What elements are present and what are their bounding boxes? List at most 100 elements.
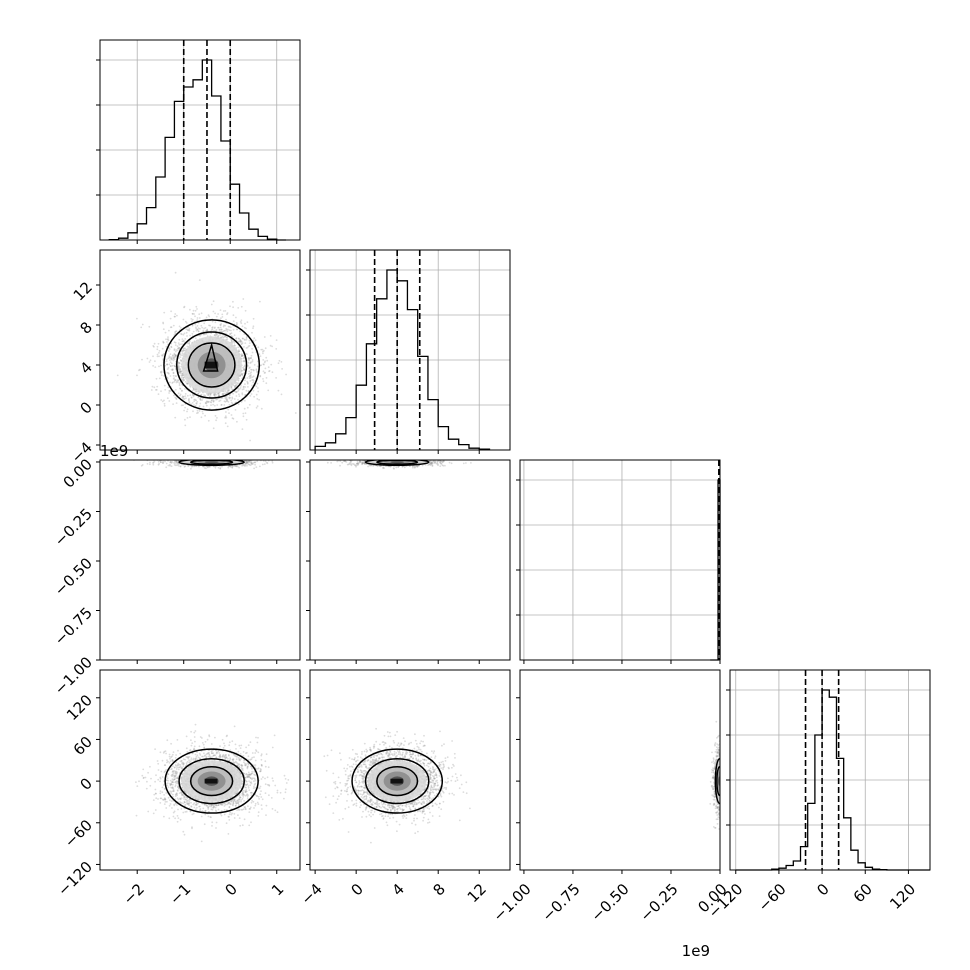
scatter-point	[207, 401, 210, 404]
scatter-point	[417, 457, 419, 459]
scatter-point	[246, 461, 248, 464]
scatter-point	[180, 374, 183, 377]
scatter-point	[247, 373, 250, 375]
scatter-point	[221, 457, 223, 459]
scatter-point	[215, 332, 217, 335]
scatter-point	[254, 778, 256, 780]
scatter-point	[188, 327, 191, 330]
scatter-point	[439, 461, 441, 464]
scatter-point	[141, 464, 144, 466]
scatter-point	[220, 457, 222, 459]
scatter-point	[215, 752, 218, 755]
scatter-point	[210, 303, 213, 306]
scatter-point	[242, 388, 245, 390]
scatter-point	[260, 768, 262, 771]
scatter-point	[238, 338, 240, 340]
scatter-point	[242, 793, 245, 796]
panel-frame	[99, 459, 301, 661]
scatter-point	[257, 803, 260, 805]
scatter-point	[217, 395, 220, 397]
scatter-point	[186, 382, 189, 385]
scatter-point	[251, 791, 253, 794]
scatter-point	[212, 458, 214, 460]
density-block	[204, 460, 219, 464]
scatter-point	[465, 462, 467, 464]
scatter-point	[229, 332, 232, 335]
scatter-point	[244, 462, 247, 465]
scatter-point	[259, 770, 262, 773]
scatter-point	[206, 328, 209, 331]
scatter-point	[249, 374, 252, 377]
scatter-point	[251, 351, 254, 354]
scatter-point	[238, 765, 241, 768]
scatter-point	[217, 393, 220, 396]
scatter-point	[190, 318, 193, 320]
scatter-point	[213, 404, 216, 407]
scatter-point	[263, 349, 265, 352]
scatter-point	[245, 418, 248, 421]
scatter-point	[173, 364, 176, 367]
scatter-point	[426, 458, 428, 460]
scatter-point	[240, 354, 243, 357]
scatter-point	[220, 404, 223, 406]
scatter-point	[178, 371, 180, 374]
scatter-point	[157, 393, 160, 395]
scatter-point	[462, 462, 465, 465]
scatter-point	[182, 333, 185, 336]
scatter-point	[185, 810, 188, 813]
scatter-point	[236, 465, 239, 468]
scatter-point	[239, 339, 242, 341]
scatter-point	[215, 333, 218, 336]
scatter-point	[166, 368, 169, 370]
scatter-point	[405, 456, 407, 458]
scatter-point	[215, 804, 218, 806]
scatter-point	[161, 347, 164, 350]
scatter-point	[247, 460, 250, 463]
scatter-point	[339, 464, 341, 467]
scatter-point	[165, 338, 167, 341]
scatter-point	[356, 462, 359, 465]
scatter-point	[238, 758, 241, 761]
scatter-point	[441, 460, 444, 463]
scatter-point	[218, 457, 220, 459]
scatter-point	[170, 774, 173, 777]
scatter-point	[393, 468, 395, 470]
scatter-point	[173, 348, 176, 350]
scatter-point	[247, 460, 250, 463]
scatter-point	[188, 341, 191, 344]
scatter-point	[188, 401, 191, 403]
scatter-point	[213, 465, 216, 468]
scatter-point	[186, 342, 189, 345]
scatter-point	[190, 467, 192, 470]
scatter-point	[175, 379, 177, 381]
scatter-point	[259, 768, 262, 770]
scatter-point	[228, 806, 231, 808]
scatter-point	[239, 339, 242, 342]
scatter-point	[230, 399, 233, 402]
scatter-point	[361, 462, 364, 464]
scatter-point	[163, 311, 166, 314]
scatter-point	[389, 465, 392, 468]
scatter-point	[354, 464, 356, 467]
scatter-point	[350, 464, 353, 467]
scatter-point	[250, 393, 253, 395]
scatter-point	[165, 462, 168, 465]
scatter-point	[182, 318, 185, 321]
scatter-point	[214, 326, 216, 329]
scatter-point	[244, 460, 247, 463]
scatter-point	[189, 416, 191, 418]
scatter-point	[169, 461, 172, 464]
scatter-point	[394, 458, 396, 460]
scatter-point	[208, 754, 211, 757]
scatter-point	[228, 806, 231, 809]
scatter-point	[183, 305, 186, 308]
scatter-point	[270, 363, 273, 366]
scatter-point	[232, 320, 235, 322]
scatter-point	[149, 359, 152, 362]
scatter-point	[247, 386, 249, 388]
scatter-point	[205, 400, 208, 403]
scatter-point	[326, 461, 329, 464]
scatter-point	[201, 410, 204, 413]
scatter-point	[213, 754, 216, 757]
scatter-point	[191, 394, 194, 396]
